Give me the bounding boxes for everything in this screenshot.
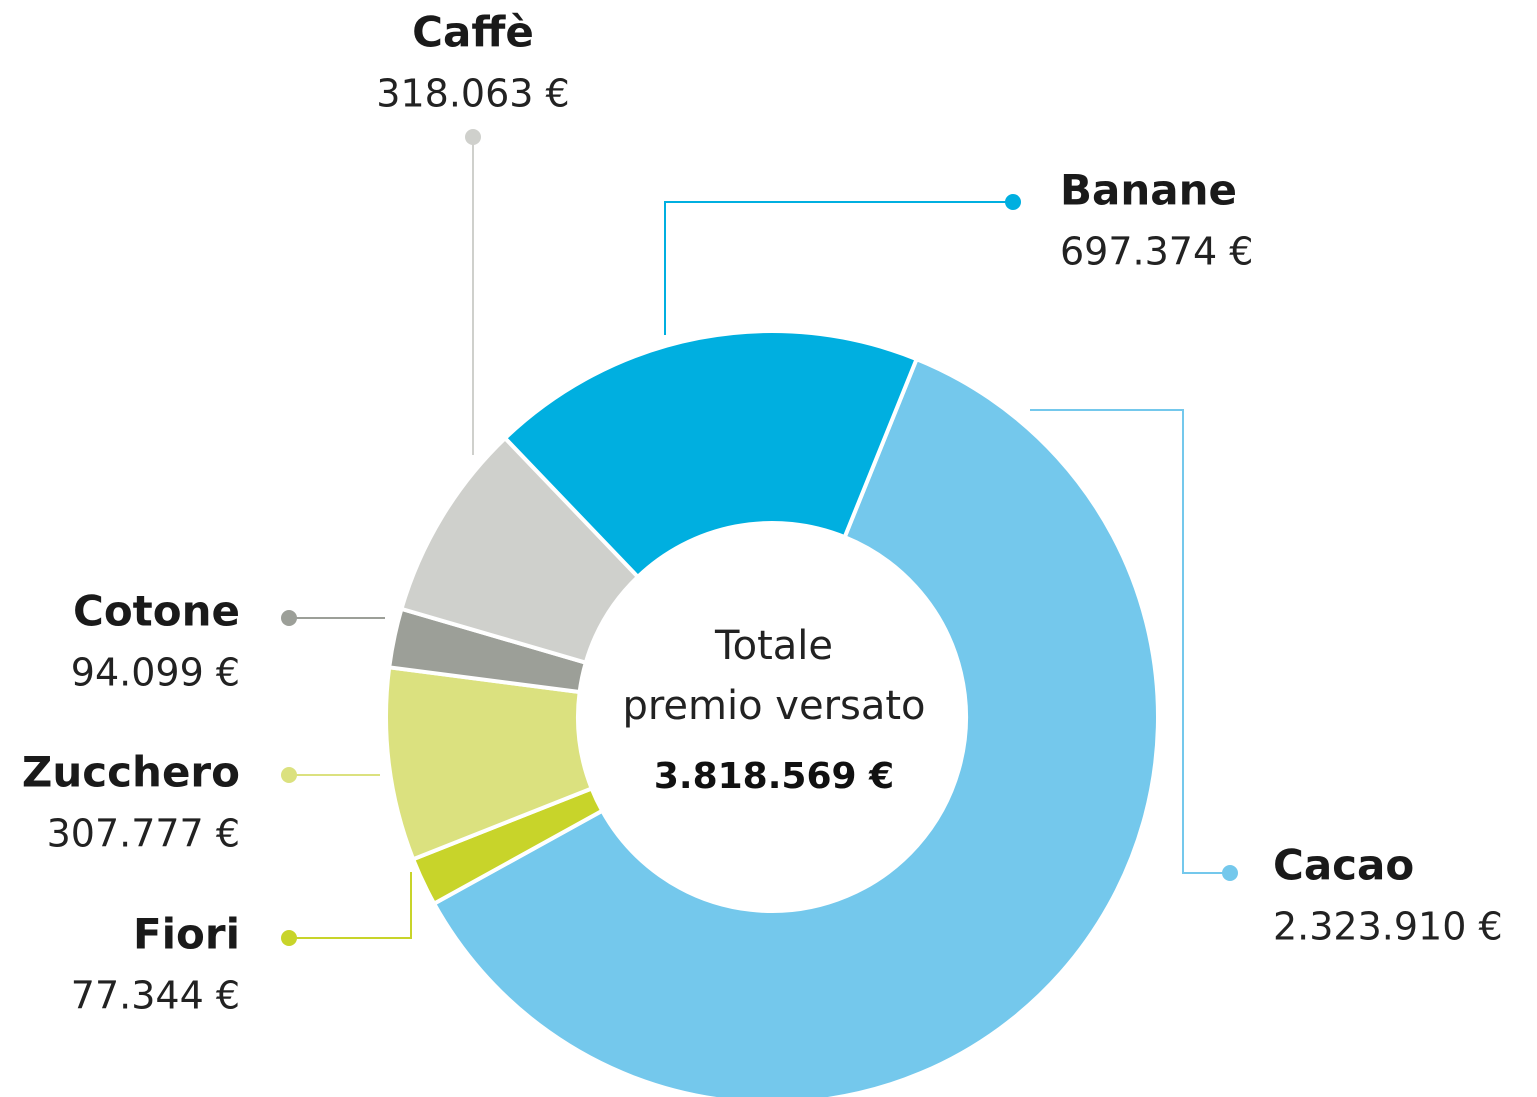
center-title: premio versato (622, 683, 925, 729)
leader-line (664, 201, 1013, 335)
value-label: 307.777 € (47, 812, 240, 856)
donut-slice (431, 356, 1160, 1097)
value-label: 77.344 € (71, 974, 240, 1018)
value-label: 2.323.910 € (1273, 905, 1503, 949)
center-title: Totale (714, 623, 833, 669)
leader-dot (281, 767, 297, 783)
value-label: 94.099 € (71, 651, 240, 695)
category-label: Zucchero (22, 748, 240, 797)
leader-line (1030, 409, 1230, 874)
leader-dot (281, 930, 297, 946)
leader-dot (465, 129, 481, 145)
category-label: Banane (1060, 166, 1237, 215)
leader-dot (1222, 865, 1238, 881)
center-total: 3.818.569 € (654, 756, 894, 797)
category-label: Cacao (1273, 841, 1414, 890)
category-label: Fiori (133, 910, 240, 959)
category-label: Caffè (412, 8, 534, 57)
leader-dot (281, 610, 297, 626)
leader-dot (1005, 194, 1021, 210)
value-label: 318.063 € (376, 72, 569, 116)
leader-line (289, 872, 412, 939)
category-label: Cotone (73, 587, 240, 636)
value-label: 697.374 € (1060, 230, 1253, 274)
donut-slice (502, 329, 920, 580)
